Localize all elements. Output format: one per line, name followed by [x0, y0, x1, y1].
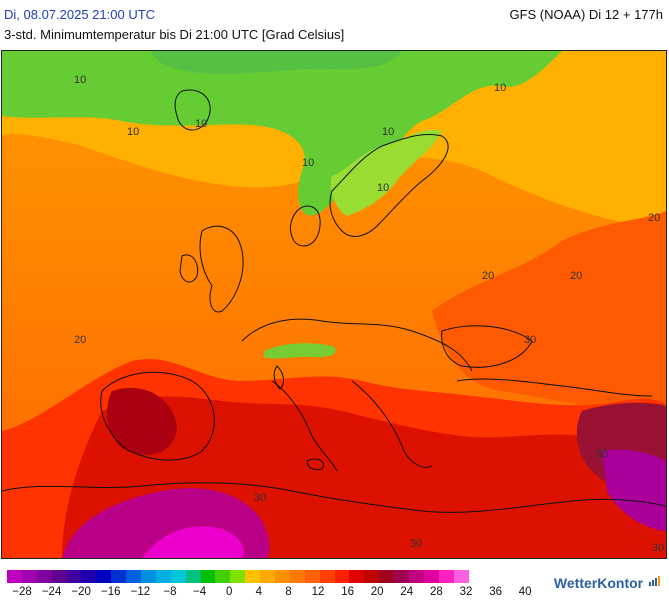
legend-tick-label: 12 [311, 586, 325, 598]
model-run: GFS (NOAA) Di 12 + 177h [509, 7, 663, 22]
legend-swatch [379, 570, 395, 583]
legend-tick-label: 40 [518, 586, 532, 598]
legend-tick-label: 8 [285, 586, 292, 598]
wetterkontor-logo: WetterKontor [554, 575, 661, 591]
forecast-date-time: Di, 08.07.2025 21:00 UTC [4, 7, 156, 22]
color-scale-bar [7, 570, 469, 583]
legend-tick-label: 4 [255, 586, 262, 598]
legend-swatch [349, 570, 365, 583]
legend-swatch [96, 570, 112, 583]
legend-tick-label: 20 [370, 586, 384, 598]
legend-tick-label: −4 [193, 586, 207, 598]
legend-swatch [453, 570, 469, 583]
legend-swatch [7, 570, 22, 583]
legend-tick-label: 36 [489, 586, 502, 598]
contour-label: 10 [377, 182, 389, 194]
legend-swatch [200, 570, 216, 583]
legend-swatch [170, 570, 186, 583]
legend-swatch [155, 570, 171, 583]
legend-swatch [364, 570, 380, 583]
legend-swatch [141, 570, 156, 583]
scandinavia-light-green [330, 129, 442, 216]
cold-region-green [2, 51, 562, 216]
map-canvas: 10 10 10 10 10 10 10 20 20 20 20 30 30 3… [2, 51, 666, 558]
contour-label: 20 [482, 270, 494, 282]
legend-swatch [81, 570, 97, 583]
east-warm [432, 211, 666, 431]
legend-swatch [230, 570, 246, 583]
legend-swatch [21, 570, 37, 583]
contour-label: 30 [524, 334, 536, 346]
map-subtitle: 3-std. Minimumtemperatur bis Di 21:00 UT… [4, 27, 345, 42]
legend-tick-label: −20 [71, 586, 91, 598]
legend-swatch [319, 570, 335, 583]
legend-swatch [111, 570, 127, 583]
legend-swatch [66, 570, 82, 583]
contour-labels: 10 10 10 10 10 10 10 20 20 20 20 30 30 3… [74, 74, 664, 554]
cold-region-core [152, 51, 402, 74]
legend-tick-label: 0 [225, 586, 233, 598]
legend-swatch [423, 570, 439, 583]
legend-tick-label: 24 [400, 586, 414, 598]
legend-tick-label: 16 [341, 586, 354, 598]
contour-label: 10 [195, 118, 207, 130]
brand-name: WetterKontor [553, 575, 644, 591]
legend-swatch [260, 570, 276, 583]
legend-swatch [409, 570, 424, 583]
legend-tick-label: −12 [130, 586, 151, 598]
contour-label: 30 [410, 538, 422, 550]
legend-swatch [245, 570, 261, 583]
contour-label: 20 [648, 212, 660, 224]
coastlines [2, 89, 666, 513]
legend-swatch [289, 570, 305, 583]
middle-east-purple [602, 449, 666, 531]
legend-tick-label: −16 [101, 586, 121, 598]
iberia-maroon [107, 387, 177, 455]
contour-label: 30 [596, 448, 608, 460]
contour-label: 10 [494, 82, 506, 94]
contour-label: 30 [254, 492, 266, 504]
legend-swatch [36, 570, 52, 583]
legend-swatch [215, 570, 231, 583]
legend-swatch [185, 570, 201, 583]
legend-swatch [51, 570, 67, 583]
contour-label: 10 [127, 126, 139, 138]
color-scale-ticks: −28 −24 −20 −16 −12 −8 −4 0 4 8 12 16 20 24 28 32 36 40 [0, 586, 560, 600]
legend-swatch [394, 570, 410, 583]
legend-swatch [438, 570, 454, 583]
legend-swatch [126, 570, 142, 583]
legend-tick-label: −24 [41, 586, 62, 598]
north-africa-magenta [142, 526, 244, 558]
contour-label: 20 [570, 270, 582, 282]
legend-tick-label: 28 [429, 586, 443, 598]
legend-swatch [334, 570, 350, 583]
legend-swatch [275, 570, 290, 583]
bars-icon [649, 576, 660, 586]
temperature-map: 10 10 10 10 10 10 10 20 20 20 20 30 30 3… [1, 50, 667, 559]
contour-label: 30 [652, 542, 664, 554]
contour-label: 10 [74, 74, 86, 86]
alps-green [264, 343, 336, 359]
legend-tick-label: 32 [459, 586, 473, 598]
contour-label: 20 [74, 334, 86, 346]
contour-label: 10 [382, 126, 394, 138]
legend-tick-label: −8 [163, 586, 177, 598]
legend-tick-label: −28 [12, 586, 32, 598]
legend-swatch [304, 570, 320, 583]
contour-label: 10 [302, 157, 314, 169]
